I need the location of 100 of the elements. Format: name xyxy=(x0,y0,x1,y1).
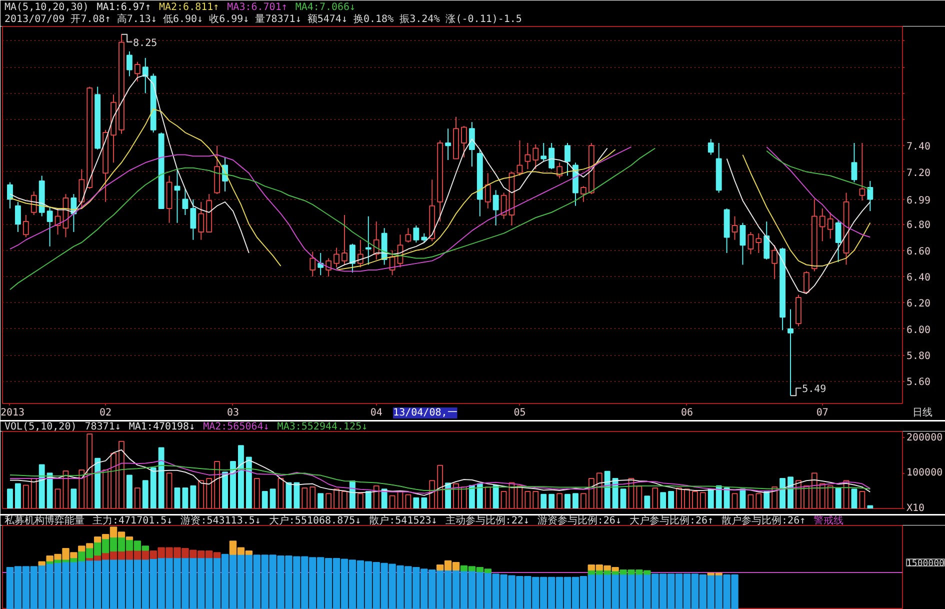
bar xyxy=(851,488,858,508)
text: 游资参与比例:26↓ xyxy=(537,514,622,526)
series-label: MA1:470198↓ xyxy=(128,422,196,432)
x-tick-label: 06 xyxy=(680,408,694,418)
candlestick xyxy=(445,128,452,161)
bar xyxy=(564,494,570,508)
bar xyxy=(381,488,388,508)
candlestick xyxy=(365,216,372,266)
candlestick xyxy=(788,308,794,396)
bar xyxy=(294,482,300,508)
bar xyxy=(492,485,499,508)
candlestick xyxy=(405,228,412,243)
bar xyxy=(270,488,276,508)
candlestick xyxy=(14,201,21,233)
text: MA1:6.97↑ xyxy=(96,2,151,14)
candlestick xyxy=(756,232,762,254)
y-tick-label: 6.20 xyxy=(906,298,931,310)
bar xyxy=(572,493,578,508)
bar xyxy=(716,485,722,508)
bar xyxy=(413,497,420,508)
bar xyxy=(548,494,555,508)
x-tick-label: 05 xyxy=(514,408,526,418)
candlestick xyxy=(748,232,754,255)
candlestick xyxy=(310,251,316,278)
candlestick xyxy=(859,142,866,202)
bar xyxy=(238,445,244,508)
bar xyxy=(644,496,650,508)
candlestick xyxy=(142,57,148,94)
line-series xyxy=(9,449,871,496)
bar xyxy=(94,458,101,508)
text: MA3:6.701↑ xyxy=(227,2,288,14)
y-tick-label: 7.20 xyxy=(906,168,931,179)
bar xyxy=(318,493,324,508)
candlestick xyxy=(556,162,563,179)
candlestick xyxy=(126,50,132,77)
y-tick-label: 7.40 xyxy=(906,142,931,153)
text: 13/04/08,一 xyxy=(393,408,458,418)
text: 2013/07/09 开7.08↑ 高7.13↓ 低6.90↓ 收6.99↓ 量78371↓ 额5474↓ 换0.18% 振3.24% 涨(-0.11)-1.5 xyxy=(4,13,522,26)
bar xyxy=(14,483,21,508)
text: MA3:552944.125↓ xyxy=(277,422,368,432)
candlestick xyxy=(484,172,491,209)
bar xyxy=(46,472,53,508)
bar xyxy=(780,478,786,508)
x-tick-label: 07 xyxy=(816,408,828,418)
bar xyxy=(724,488,730,508)
bar xyxy=(262,491,268,508)
bar xyxy=(230,461,236,508)
candlestick xyxy=(182,188,188,216)
candlestick xyxy=(22,214,29,238)
y-tick-label: 100000 xyxy=(906,468,943,479)
y-tick-label: 6.40 xyxy=(906,272,931,284)
candlestick xyxy=(524,142,531,170)
text: MA2:6.811↑ xyxy=(158,2,220,14)
candlestick xyxy=(827,212,834,240)
bar xyxy=(764,491,770,508)
bar xyxy=(38,464,45,508)
bar xyxy=(835,488,842,508)
candlestick xyxy=(421,232,428,243)
candlestick xyxy=(46,206,53,247)
candlestick xyxy=(708,138,714,156)
bar xyxy=(286,482,292,508)
y-tick-label: 5.80 xyxy=(906,351,931,362)
bar xyxy=(365,491,372,508)
candlestick xyxy=(867,180,874,212)
candlestick xyxy=(134,61,140,82)
candlestick xyxy=(803,270,810,294)
bar xyxy=(126,474,132,508)
candlestick xyxy=(190,198,196,240)
text: 日线 xyxy=(912,406,932,418)
x-tick-label: 03 xyxy=(226,408,240,418)
candlestick xyxy=(564,142,570,176)
candlestick xyxy=(334,247,340,268)
candlestick xyxy=(492,190,499,226)
bar xyxy=(222,472,228,508)
y-tick-label: X10 xyxy=(906,503,925,514)
y-tick-label: 6.00 xyxy=(906,324,931,336)
bar xyxy=(246,456,252,508)
candlestick xyxy=(819,208,826,242)
text: 游资:543113.5↓ xyxy=(180,514,261,526)
y-tick-label: 5.60 xyxy=(906,377,931,388)
bar xyxy=(174,488,180,508)
annotation: 8.25 xyxy=(133,38,158,49)
bar xyxy=(867,505,874,508)
candlestick xyxy=(740,222,746,266)
candlestick xyxy=(461,125,467,158)
bar xyxy=(668,491,674,508)
line-series xyxy=(9,464,871,491)
candlestick xyxy=(532,144,539,170)
candlestick xyxy=(772,244,778,280)
x-tick-label: 2013 xyxy=(0,408,25,418)
candlestick xyxy=(548,142,555,170)
candlestick xyxy=(835,220,842,263)
bar xyxy=(540,494,547,508)
annotation: 78371↓ xyxy=(84,422,121,432)
x-tick-label: 04 xyxy=(370,408,382,418)
candlestick xyxy=(413,224,420,243)
bar xyxy=(620,488,626,508)
y-tick-label: 6.80 xyxy=(906,220,931,232)
ref-line-label: 警戒线 xyxy=(814,514,844,526)
candlestick xyxy=(516,140,523,176)
